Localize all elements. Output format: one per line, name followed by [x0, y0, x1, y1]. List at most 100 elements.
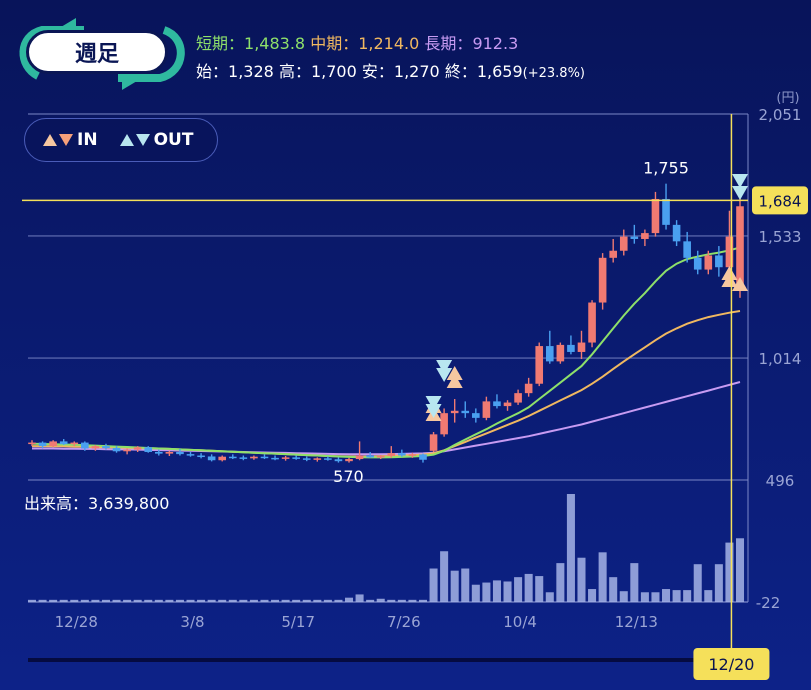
- volume-bar: [260, 599, 269, 602]
- candle-body: [70, 442, 79, 445]
- volume-bar: [27, 599, 37, 602]
- x-tick-label: 5/17: [281, 613, 315, 631]
- in-signal-marker: [721, 266, 738, 280]
- candle-body: [535, 346, 544, 384]
- candle-body: [715, 255, 723, 268]
- volume-bar: [249, 599, 258, 602]
- candle-body: [440, 413, 448, 435]
- candle-body: [503, 402, 512, 407]
- volume-label: 出来高: [24, 494, 73, 513]
- volume-bar: [672, 590, 681, 602]
- candle-body: [49, 441, 57, 447]
- volume-bar: [683, 590, 692, 602]
- legend-in[interactable]: IN: [43, 130, 98, 150]
- ma-long-label: 長期: [424, 34, 457, 53]
- candle-body: [38, 442, 47, 447]
- volume-bar: [609, 577, 618, 602]
- volume-bar: [556, 563, 565, 602]
- candle-body: [313, 458, 322, 460]
- in-down-icon: [59, 134, 73, 146]
- crosshair[interactable]: 1,684 12/20: [22, 114, 808, 680]
- candle-body: [472, 413, 480, 418]
- ma-mid-line: [32, 310, 741, 458]
- volume-bar: [440, 551, 449, 602]
- volume-bar: [355, 594, 364, 602]
- candle-body: [112, 447, 121, 452]
- x-tick-label: 12/13: [615, 613, 658, 631]
- candle-body: [556, 344, 565, 362]
- volume-bar: [514, 577, 523, 602]
- change-percent: (+23.8%): [522, 66, 585, 81]
- volume-bar: [662, 589, 671, 602]
- candle-body: [102, 446, 110, 448]
- ma-mid-value: 1,214.0: [358, 34, 420, 53]
- candle-body: [619, 236, 628, 251]
- candle-body: [524, 383, 533, 394]
- candle-body: [260, 456, 269, 459]
- volume-bar: [535, 576, 544, 602]
- candle-body: [186, 454, 195, 456]
- candle-body: [693, 257, 702, 270]
- volume-bar: [461, 568, 470, 602]
- volume-bar: [408, 599, 417, 602]
- volume-bar: [144, 599, 153, 602]
- volume-bar: [91, 599, 100, 602]
- volume-bar: [725, 542, 734, 602]
- candle-body: [302, 458, 311, 460]
- volume-bar: [640, 592, 649, 602]
- in-up-icon: [43, 134, 57, 146]
- open-value: 1,328: [228, 62, 274, 81]
- date-tag: [693, 648, 770, 680]
- in-signal-marker: [446, 366, 463, 380]
- unit-label: (円): [776, 91, 799, 106]
- candle-body: [662, 198, 670, 225]
- volume-bar: [704, 590, 713, 602]
- volume-bar: [619, 591, 628, 602]
- candle-body: [545, 346, 554, 362]
- legend-in-label: IN: [77, 130, 98, 150]
- volume-bar: [175, 599, 184, 602]
- legend-out[interactable]: OUT: [119, 130, 193, 150]
- ohlc-values: 始：1,328 高：1,700 安：1,270 終：1,659(+23.8%): [196, 62, 585, 81]
- x-tick-label: 10/4: [503, 613, 537, 631]
- candle-body: [672, 224, 681, 242]
- y-tick-label: 496: [766, 472, 795, 490]
- volume-bar: [588, 589, 597, 602]
- period-toggle[interactable]: 週足: [14, 16, 194, 94]
- candle-body: [81, 442, 89, 449]
- volume-bar: [101, 599, 110, 602]
- candle-body: [567, 344, 575, 352]
- signal-legend[interactable]: IN OUT: [24, 118, 218, 162]
- volume-bar: [693, 564, 702, 602]
- candle-body: [577, 342, 586, 352]
- ma-long-line: [32, 381, 741, 456]
- ma-mid-label: 中期: [310, 34, 343, 53]
- volume-bar: [577, 557, 586, 602]
- x-tick-label: 3/8: [180, 613, 204, 631]
- candle-body: [355, 455, 364, 460]
- candle-body: [59, 441, 68, 445]
- candle-body: [366, 455, 374, 458]
- period-button[interactable]: 週足: [26, 30, 168, 74]
- volume-bar: [292, 599, 301, 602]
- out-signal-marker: [436, 368, 453, 382]
- close-value: 1,659: [476, 62, 523, 81]
- volume-bar: [376, 598, 385, 602]
- high-label: 高: [278, 62, 295, 81]
- volume-bar: [49, 599, 58, 602]
- volume-bar: [482, 582, 491, 602]
- candle-body: [28, 442, 36, 445]
- candle-body: [144, 447, 153, 452]
- volume-value: 3,639,800: [88, 494, 170, 513]
- volume-bar: [80, 599, 89, 602]
- out-signal-marker: [436, 360, 453, 374]
- y-tick-label: 1,533: [759, 228, 802, 246]
- moving-average-lines: [31, 246, 741, 459]
- volume-bar: [302, 599, 311, 602]
- volume-bar: [218, 599, 227, 602]
- in-signal-marker: [732, 277, 748, 291]
- volume-bar: [186, 599, 195, 602]
- volume-bar: [545, 592, 554, 602]
- candles: [28, 183, 744, 463]
